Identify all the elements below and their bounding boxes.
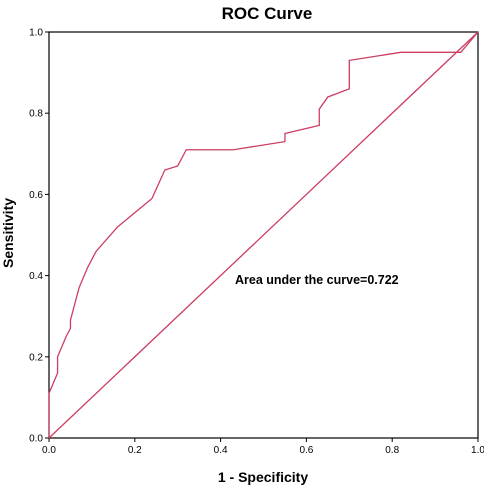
y-tick-label: 0.0 <box>29 434 43 445</box>
y-tick-label: 1.0 <box>29 28 43 39</box>
y-tick-label: 0.8 <box>29 109 43 120</box>
y-tick-label: 0.4 <box>29 271 43 282</box>
x-tick-label: 0.2 <box>128 445 142 456</box>
chart-title: ROC Curve <box>222 4 313 23</box>
x-tick-label: 0.4 <box>214 445 228 456</box>
y-axis-label: Sensitivity <box>0 198 16 268</box>
x-tick-label: 0.8 <box>385 445 399 456</box>
x-tick-label: 0.0 <box>42 445 56 456</box>
x-tick-label: 0.6 <box>299 445 313 456</box>
y-tick-label: 0.2 <box>29 352 43 363</box>
x-tick-label: 1.0 <box>471 445 484 456</box>
y-tick-label: 0.6 <box>29 190 43 201</box>
series-lines <box>48 31 479 439</box>
roc-curve-line <box>48 31 479 438</box>
auc-annotation: Area under the curve=0.722 <box>235 273 399 287</box>
x-axis-label: 1 - Specificity <box>218 469 308 485</box>
axis-ticks: 0.0 0.2 0.4 0.6 0.8 1.0 0.0 0.2 0.4 0.6 0.8 1.0 <box>29 28 484 457</box>
reference-diagonal-line <box>48 31 479 439</box>
